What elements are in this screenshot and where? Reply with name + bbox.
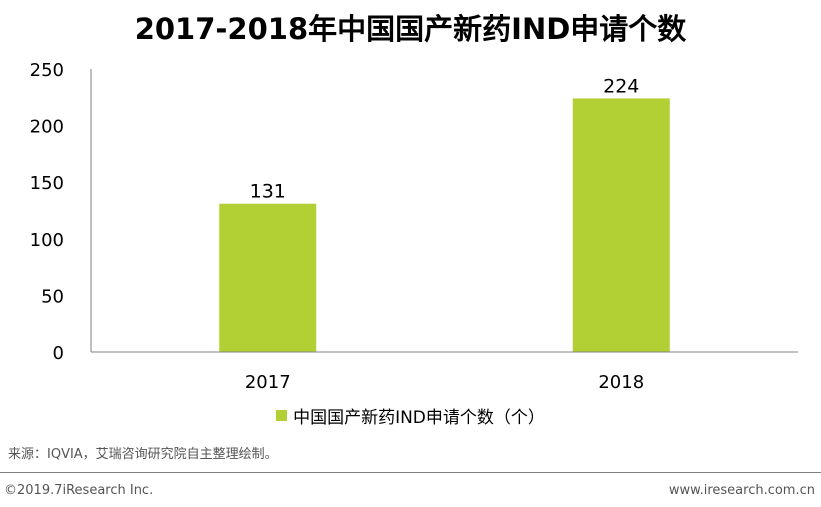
source-note: 来源：IQVIA，艾瑞咨询研究院自主整理绘制。 — [8, 447, 278, 462]
y-tick-label: 100 — [30, 230, 64, 251]
copyright: ©2019.7iResearch Inc. — [4, 483, 154, 498]
data-label-2017: 131 — [250, 181, 286, 203]
website-link[interactable]: www.iresearch.com.cn — [668, 483, 815, 498]
data-label-2018: 224 — [603, 75, 639, 97]
bar-2018 — [572, 98, 670, 352]
chart-title: 2017-2018年中国国产新药IND申请个数 — [134, 12, 687, 46]
legend-swatch — [276, 410, 288, 421]
bars: 131 224 — [219, 75, 670, 352]
y-tick-label: 50 — [41, 286, 64, 307]
y-tick-label: 200 — [30, 117, 64, 138]
x-axis: 2017 2018 — [91, 351, 798, 393]
legend: 中国国产新药IND申请个数（个） — [0, 403, 821, 428]
x-tick-label: 2018 — [598, 372, 644, 393]
footer-divider — [0, 472, 821, 473]
x-tick-label: 2017 — [245, 372, 291, 393]
legend-label: 中国国产新药IND申请个数（个） — [293, 408, 545, 428]
bar-2017 — [219, 203, 317, 352]
y-tick-label: 250 — [30, 60, 64, 81]
y-tick-label: 0 — [53, 343, 64, 364]
y-axis: 0 50 100 150 200 250 — [30, 60, 92, 364]
y-tick-label: 150 — [30, 173, 64, 194]
